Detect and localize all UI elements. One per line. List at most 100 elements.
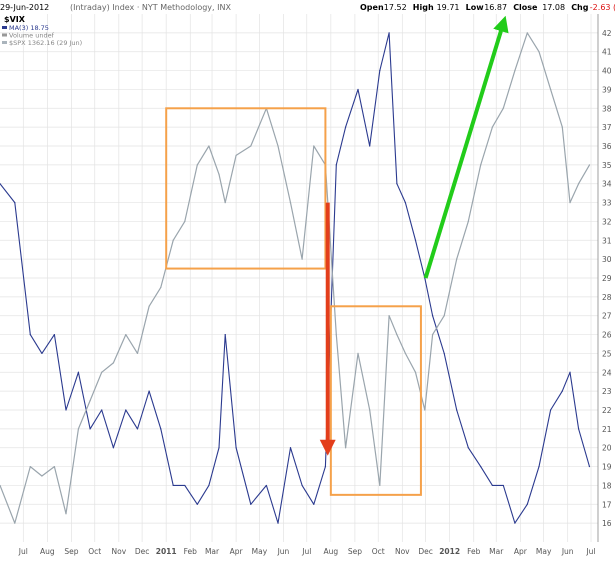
series-point [184,484,186,487]
series-point [396,333,398,336]
y-tick-label: 39 [602,85,612,94]
series-point [561,126,563,128]
series-point [125,409,127,411]
y-tick-label: 18 [602,481,612,490]
x-tick-label: Mar [205,547,220,556]
y-axis-ticks: 16 17 18 19 20 21 22 23 24 25 26 27 28 29 30 31 32 33 34 35… [602,29,612,528]
legend-item-label: $SPX 1362.16 (29 Jun) [9,39,82,47]
series-point [172,239,174,241]
y-tick-label: 26 [602,331,612,340]
series-point [550,409,552,411]
series-point [89,399,91,402]
series-point [196,503,198,505]
series-point [456,409,458,411]
series-point [569,201,571,204]
series-point [172,484,174,487]
y-tick-label: 22 [602,406,612,415]
y-tick-label: 24 [602,368,612,377]
series-point [14,522,16,524]
series-point [160,286,162,289]
series-point [77,428,80,430]
header-stats: Open 17.52 High 19.71 Low 16.87 Close 17.08 Chg -… [360,3,615,12]
y-tick-label: 41 [602,48,612,57]
y-tick-label: 17 [602,500,612,509]
header-stat-value: 17.52 [384,3,407,12]
series-point [443,352,445,355]
series-point [424,409,426,411]
series-point [335,333,337,336]
x-tick-label: Jul [585,547,595,556]
up-arrow [423,15,509,279]
series-point [136,428,139,430]
series-point [514,69,516,72]
series-point [29,333,31,336]
series-point [550,88,552,91]
series-point [184,220,186,223]
series-point [65,513,67,515]
series-point [313,145,315,147]
legend-symbol: $VIX [4,15,26,24]
series-point [250,145,252,147]
series-point [404,352,406,355]
y-tick-label: 34 [602,180,612,189]
series-point [77,371,80,373]
y-tick-label: 36 [602,142,612,151]
x-tick-label: Apr [514,547,528,556]
legend-item-label: MA(3) 18.75 [9,24,49,32]
y-tick-label: 33 [602,199,612,208]
series-point [369,145,371,147]
series-point [502,107,504,109]
y-tick-label: 31 [602,236,612,245]
series-point [218,173,220,175]
series-point [160,428,162,430]
series-point [538,51,540,53]
series-point [14,201,16,204]
series-point [357,88,359,91]
x-tick-label: Feb [184,547,198,556]
legend-swatch [2,41,7,44]
y-tick-label: 42 [602,29,612,38]
x-tick-label: Jun [277,547,290,556]
series-point [101,371,103,373]
series-point [313,503,315,505]
series-point [538,465,540,468]
series-point [467,220,469,223]
x-tick-label: Jul [18,547,28,556]
y-tick-label: 29 [602,274,612,283]
series-point [561,390,563,392]
header-date: 29-Jun-2012 [0,3,49,12]
series-point [112,362,114,364]
series-layer [0,32,591,524]
series-point [196,164,198,166]
x-tick-label: 2011 [156,547,177,556]
series-point [467,447,469,449]
series-point [388,315,390,317]
series-point [588,465,591,468]
series-point [101,409,103,411]
series-point [148,390,150,392]
x-tick-label: May [252,547,268,556]
series-point [480,465,482,468]
series-point [224,201,226,204]
header-stat-label: Low [466,3,485,12]
series-point [526,32,528,34]
series-point [29,465,31,468]
series-point [289,201,292,204]
series-point [577,428,580,430]
series-point [235,447,237,449]
y-tick-label: 23 [602,387,612,396]
y-tick-label: 28 [602,293,612,302]
header-title-fragment: (Intraday) Index · NYT Methodology, INX [70,3,231,12]
y-tick-label: 40 [602,67,612,76]
x-tick-label: Jul [301,547,311,556]
y-tick-label: 20 [602,444,612,453]
y-tick-label: 32 [602,217,612,226]
series-point [136,352,139,355]
series-point [335,164,337,166]
series-point [431,333,434,336]
series-point [491,484,493,487]
series-point [414,239,417,241]
series-point [324,465,327,468]
